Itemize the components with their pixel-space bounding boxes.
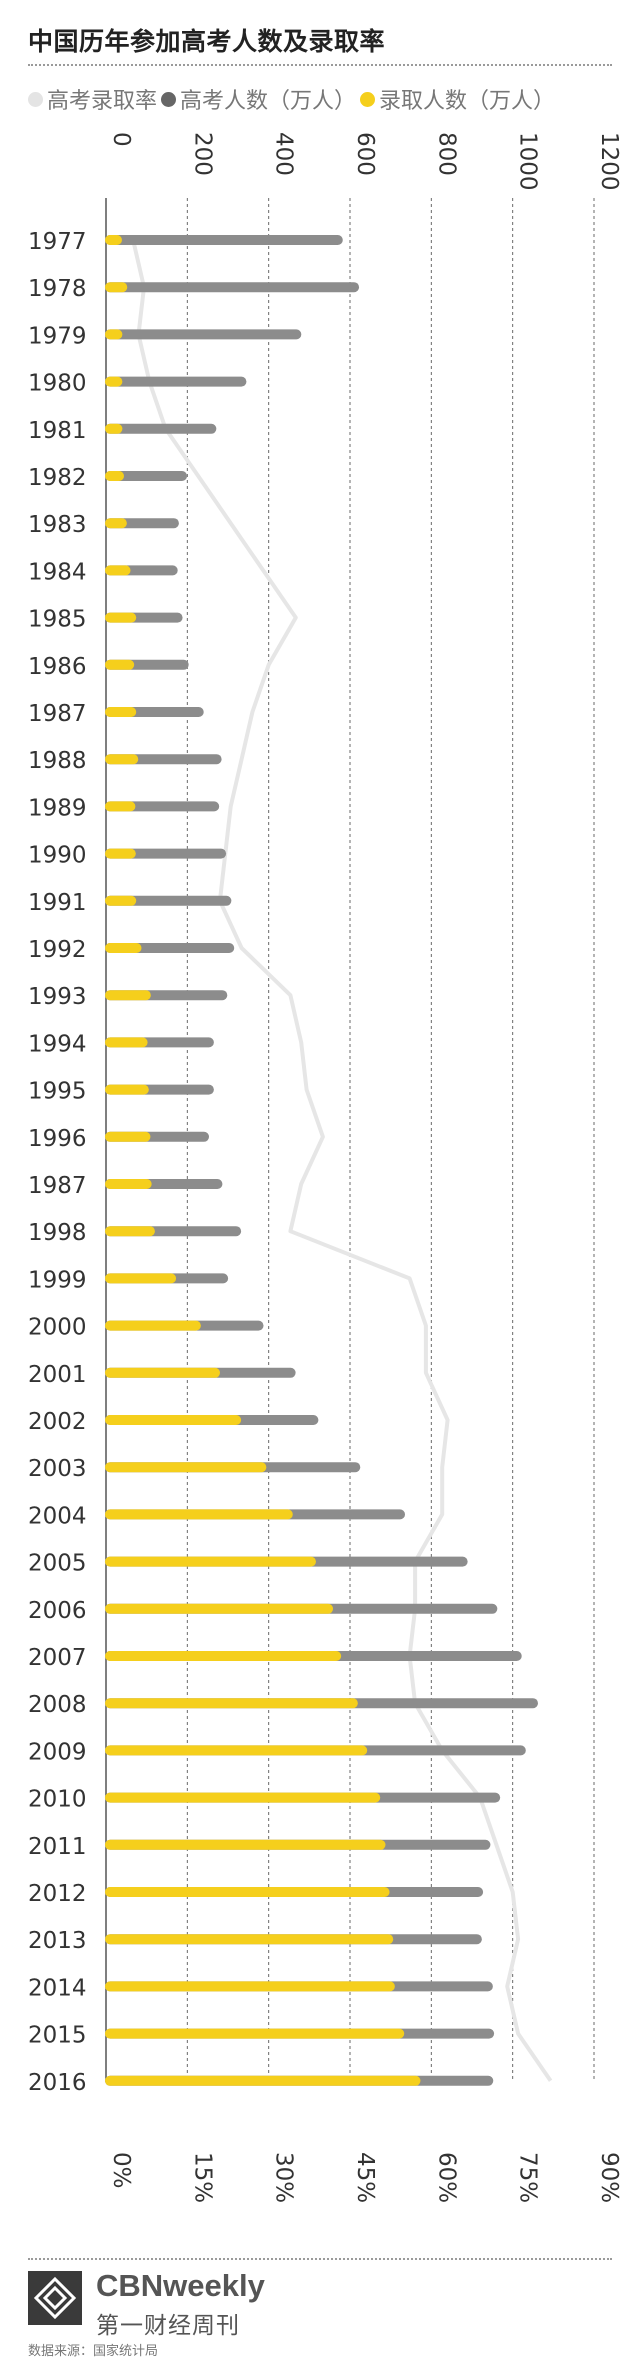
bottom-axis-tick-label: 15% — [189, 2152, 215, 2203]
year-label: 1990 — [28, 843, 87, 869]
legend-item-applicants: 高考人数（万人） — [161, 83, 356, 115]
top-axis-tick-label: 1000 — [515, 132, 541, 191]
year-label: 2015 — [28, 2023, 87, 2049]
year-label: 2007 — [28, 1645, 87, 1671]
year-label: 1983 — [28, 512, 87, 538]
legend: 高考录取率 高考人数（万人） 录取人数（万人） — [28, 84, 555, 114]
year-label: 2008 — [28, 1692, 87, 1718]
legend-swatch-admitted — [360, 91, 376, 107]
year-label: 1998 — [28, 1220, 87, 1246]
admission-rate-line — [131, 239, 553, 2082]
top-axis-tick-label: 800 — [433, 132, 459, 176]
year-label: 1993 — [28, 984, 87, 1010]
legend-label-admitted: 录取人数（万人） — [379, 89, 556, 114]
legend-swatch-applicants — [161, 91, 177, 107]
legend-item-admitted: 录取人数（万人） — [360, 83, 555, 115]
bottom-axis-tick-label: 60% — [433, 2152, 459, 2203]
year-label: 2010 — [28, 1787, 87, 1813]
year-label: 1980 — [28, 371, 87, 397]
bottom-axis-tick-label: 45% — [352, 2152, 378, 2203]
year-label: 2005 — [28, 1551, 87, 1577]
brand-chinese: 第一财经周刊 — [96, 2313, 240, 2339]
legend-swatch-rate — [28, 91, 43, 107]
year-label: 1988 — [28, 748, 87, 774]
brand-english: CBNweekly — [96, 2268, 265, 2303]
top-axis-tick-label: 400 — [271, 132, 297, 176]
year-label: 1982 — [28, 465, 87, 491]
year-label: 1996 — [28, 1126, 87, 1152]
year-label: 1987 — [28, 1173, 87, 1199]
title-divider — [28, 64, 612, 66]
year-label: 2004 — [28, 1503, 87, 1529]
year-label: 2011 — [28, 1834, 87, 1860]
data-source: 数据来源：国家统计局 — [28, 2344, 159, 2359]
cbn-logo-icon — [28, 2271, 82, 2325]
chart-title: 中国历年参加高考人数及录取率 — [28, 27, 386, 56]
year-label: 2002 — [28, 1409, 87, 1435]
year-label: 2013 — [28, 1928, 87, 1954]
top-axis-tick-label: 200 — [189, 132, 215, 176]
year-label: 1991 — [28, 890, 87, 916]
year-label: 2009 — [28, 1739, 87, 1765]
bottom-axis-tick-label: 30% — [271, 2152, 297, 2203]
year-label: 1999 — [28, 1267, 87, 1293]
year-label: 2014 — [28, 1975, 87, 2001]
bottom-axis-tick-label: 75% — [515, 2152, 541, 2203]
year-label: 2003 — [28, 1456, 87, 1482]
top-axis-tick-label: 600 — [352, 132, 378, 176]
year-label: 1985 — [28, 607, 87, 633]
legend-item-rate: 高考录取率 — [28, 83, 157, 115]
bottom-axis-tick-label: 90% — [596, 2152, 622, 2203]
year-label: 1994 — [28, 1031, 87, 1057]
top-axis-tick-label: 0 — [108, 132, 134, 147]
legend-label-applicants: 高考人数（万人） — [180, 89, 357, 114]
year-label: 1979 — [28, 323, 87, 349]
bottom-axis-tick-label: 0% — [108, 2152, 134, 2189]
year-label: 1987 — [28, 701, 87, 727]
year-label: 1995 — [28, 1079, 87, 1105]
year-label: 1981 — [28, 418, 87, 444]
year-label: 2006 — [28, 1598, 87, 1624]
top-axis-tick-label: 1200 — [596, 132, 622, 191]
year-label: 1978 — [28, 276, 87, 302]
year-label: 1989 — [28, 795, 87, 821]
footer-divider — [28, 2258, 612, 2260]
year-label: 1977 — [28, 229, 87, 255]
year-label: 1984 — [28, 559, 87, 585]
year-label: 1986 — [28, 654, 87, 680]
year-label: 2012 — [28, 1881, 87, 1907]
year-label: 2016 — [28, 2070, 87, 2096]
year-label: 2000 — [28, 1315, 87, 1341]
year-label: 2001 — [28, 1362, 87, 1388]
year-label: 1992 — [28, 937, 87, 963]
legend-label-rate: 高考录取率 — [47, 89, 158, 114]
